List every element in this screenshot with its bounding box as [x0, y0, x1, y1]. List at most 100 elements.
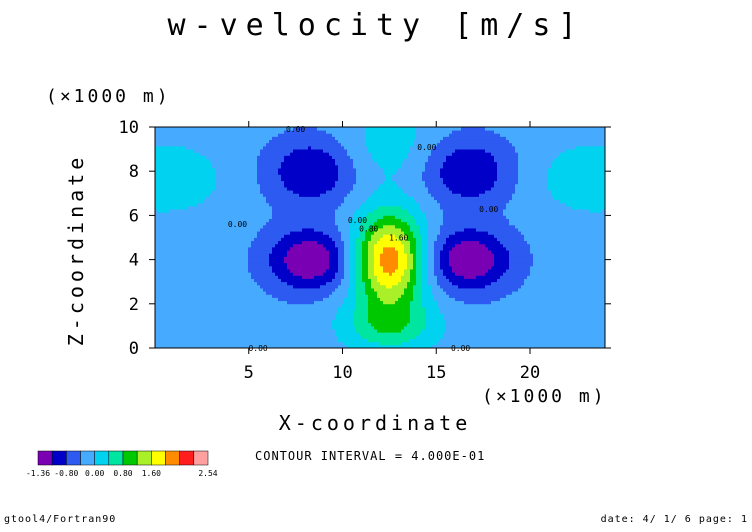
field-cell	[236, 310, 240, 314]
field-cell	[302, 234, 306, 238]
field-cell	[293, 306, 297, 311]
field-cell	[188, 190, 192, 194]
field-cell	[299, 199, 303, 204]
field-cell	[287, 228, 291, 232]
field-cell	[227, 149, 231, 153]
field-cell	[200, 164, 204, 169]
field-cell	[197, 224, 201, 229]
field-cell	[245, 224, 249, 229]
field-cell	[170, 183, 174, 188]
field-cell	[188, 186, 192, 191]
field-cell	[164, 127, 168, 131]
field-cell	[227, 341, 231, 346]
field-cell	[167, 224, 171, 229]
field-cell	[221, 199, 225, 204]
field-cell	[299, 218, 303, 223]
field-cell	[224, 149, 228, 153]
field-cell	[296, 332, 300, 336]
field-cell	[266, 228, 270, 232]
field-cell	[161, 338, 165, 343]
field-cell	[197, 250, 201, 254]
field-cell	[305, 297, 309, 302]
field-cell	[287, 130, 291, 134]
field-cell	[299, 313, 303, 317]
field-cell	[233, 243, 237, 248]
field-cell	[230, 180, 234, 185]
field-cell	[206, 202, 210, 207]
field-cell	[221, 231, 225, 235]
field-cell	[362, 171, 366, 175]
field-cell	[335, 297, 339, 302]
field-cell	[194, 218, 198, 223]
field-cell	[173, 329, 177, 333]
field-cell	[299, 231, 303, 235]
field-cell	[215, 139, 219, 144]
field-cell	[359, 297, 363, 302]
field-cell	[227, 224, 231, 229]
field-cell	[203, 310, 207, 314]
field-cell	[194, 196, 198, 201]
field-cell	[233, 234, 237, 238]
field-cell	[269, 130, 273, 134]
field-cell	[302, 262, 306, 267]
field-cell	[242, 234, 246, 238]
field-cell	[350, 319, 354, 324]
field-cell	[263, 259, 267, 264]
field-cell	[323, 133, 327, 137]
field-cell	[164, 215, 168, 219]
field-cell	[281, 272, 285, 276]
field-cell	[290, 310, 294, 314]
field-cell	[365, 205, 369, 210]
field-cell	[317, 231, 321, 235]
field-cell	[320, 177, 324, 182]
field-cell	[161, 306, 165, 311]
field-cell	[251, 310, 255, 314]
field-cell	[293, 127, 297, 131]
field-cell	[185, 262, 189, 267]
field-cell	[221, 272, 225, 276]
field-cell	[359, 142, 363, 147]
field-cell	[302, 221, 306, 226]
field-cell	[191, 199, 195, 204]
field-cell	[257, 341, 261, 346]
field-cell	[236, 205, 240, 210]
field-cell	[272, 262, 276, 267]
field-cell	[263, 218, 267, 223]
field-cell	[254, 310, 258, 314]
field-cell	[281, 303, 285, 308]
field-cell	[275, 294, 279, 298]
field-cell	[359, 240, 363, 245]
field-cell	[185, 297, 189, 302]
field-cell	[353, 127, 357, 131]
field-cell	[317, 202, 321, 207]
field-cell	[314, 196, 318, 201]
field-cell	[224, 246, 228, 251]
field-cell	[197, 177, 201, 182]
field-cell	[254, 259, 258, 264]
field-cell	[161, 164, 165, 169]
field-cell	[308, 262, 312, 267]
field-cell	[230, 272, 234, 276]
field-cell	[170, 158, 174, 163]
field-cell	[215, 174, 219, 178]
field-cell	[179, 335, 183, 339]
field-cell	[353, 152, 357, 156]
field-cell	[155, 174, 159, 178]
field-cell	[212, 269, 216, 273]
field-cell	[212, 237, 216, 242]
field-cell	[356, 288, 360, 292]
field-cell	[365, 234, 369, 238]
field-cell	[218, 180, 222, 185]
field-cell	[302, 250, 306, 254]
field-cell	[284, 284, 288, 289]
field-cell	[353, 300, 357, 305]
field-cell	[260, 272, 264, 276]
field-cell	[341, 284, 345, 289]
field-cell	[188, 265, 192, 270]
field-cell	[233, 142, 237, 147]
field-cell	[302, 152, 306, 156]
field-cell	[218, 313, 222, 317]
field-cell	[236, 231, 240, 235]
field-cell	[353, 338, 357, 343]
field-cell	[191, 300, 195, 305]
